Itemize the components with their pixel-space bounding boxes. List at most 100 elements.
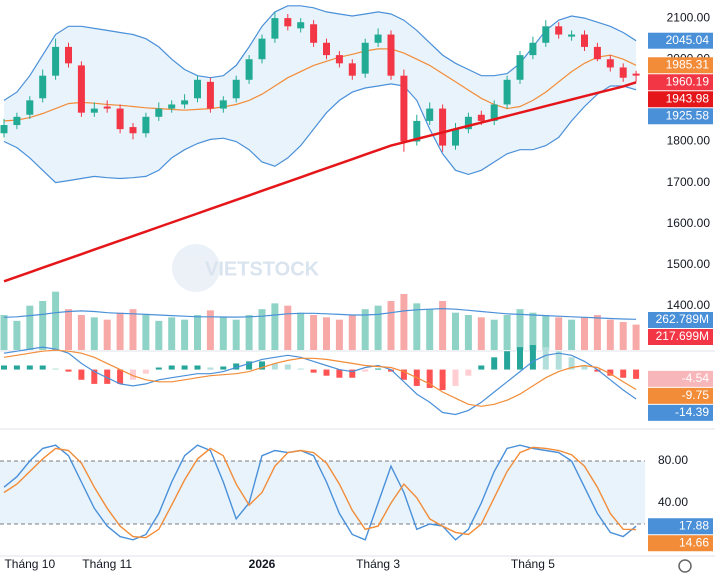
volume-bar [581,317,588,350]
candle-body [439,108,447,146]
watermark: VIETSTOCK [172,244,320,292]
candle-body [0,125,8,134]
macd-histogram [181,365,188,370]
y-tick-label: 1700.00 [667,175,711,189]
volume-bar [452,312,459,350]
y-tick-label: 80.00 [658,453,688,467]
candle-body [374,34,382,43]
volume-bar [426,309,434,350]
macd-histogram [259,361,265,370]
candle-body [348,63,356,76]
price-label-box [648,329,713,345]
macd-histogram [142,369,149,374]
price-label-box [648,74,713,91]
macd-histogram [26,365,33,370]
volume-bar [516,309,524,350]
bollinger-lower [3,83,637,184]
volume-bar [593,315,601,350]
volume-bar [361,309,369,350]
macd-histogram [117,369,124,384]
volume-bar [632,324,640,350]
price-label: -4.54 [682,371,710,385]
volume-bar [129,309,137,350]
candle-body [52,46,60,76]
volume-bar [490,319,498,350]
candle-body [593,46,601,60]
candle-body [116,108,124,130]
candle-body [581,34,588,47]
volume-bar [168,317,176,350]
candle-body [245,59,253,80]
candle-body [516,55,524,80]
candle-body [503,79,511,105]
macd-histogram [271,363,278,370]
volume-bar [323,317,330,350]
macd-histogram [439,369,446,390]
candle-body [232,79,240,99]
volume-bar [116,312,124,350]
candle-body [65,46,72,64]
volume-bar [555,317,563,350]
volume-bar [619,322,627,350]
candle-body [168,104,176,109]
price-label: 1943.98 [666,91,710,105]
volume-bar [271,303,279,350]
macd-histogram [555,351,562,370]
x-tick-label: Tháng 3 [356,557,400,571]
y-tick-label: 40.00 [658,495,688,509]
macd-line [3,346,637,416]
volume-bar [103,319,111,350]
volume-bar [232,319,240,350]
macd-histogram [13,365,20,370]
volume-bar [297,312,305,350]
macd-histogram [375,368,382,370]
price-label-box [648,518,713,535]
candle-body [181,100,189,105]
volume-bar [155,320,163,350]
candle-body [555,26,563,35]
volume-bar [52,291,60,350]
volume-bar [348,315,356,350]
candle-body [155,108,163,117]
candle-body [206,81,214,109]
price-label-box [648,370,713,387]
macd-histogram [155,367,162,370]
volume-bar [65,309,72,350]
macd-histogram [104,369,111,384]
macd-histogram [504,351,511,370]
candle-body [297,22,305,29]
candle-body [219,100,227,109]
price-label: 1960.19 [666,74,710,88]
candle-body [103,106,111,109]
price-label-box [648,404,713,421]
candle-body [464,116,472,130]
candle-body [387,34,395,76]
macd-histogram [465,369,472,376]
volume-bar [245,315,253,350]
macd-histogram [594,369,601,372]
candle-body [323,42,330,56]
candle-body [194,79,201,99]
volume-ma [3,307,637,320]
price-label: -14.39 [675,405,709,419]
candle-body [490,104,498,121]
price-label: 217.699M [656,329,709,343]
settings-icon[interactable] [678,559,692,573]
macd-histogram [607,369,614,376]
macd-histogram [400,369,407,380]
macd-histogram [336,369,343,378]
price-label-box [648,32,713,49]
candle-body [310,24,318,43]
price-label: 2045.04 [666,33,710,47]
price-label: 17.88 [679,518,709,532]
macd-histogram [478,365,485,370]
volume-bar [26,305,34,350]
volume-bar [181,319,189,350]
stoch-band [0,460,645,525]
macd-histogram [78,369,85,380]
candle-body [529,42,537,56]
macd-histogram [491,357,498,370]
price-label-box [648,57,713,74]
volume-bar [477,317,485,350]
macd-histogram [388,369,394,372]
